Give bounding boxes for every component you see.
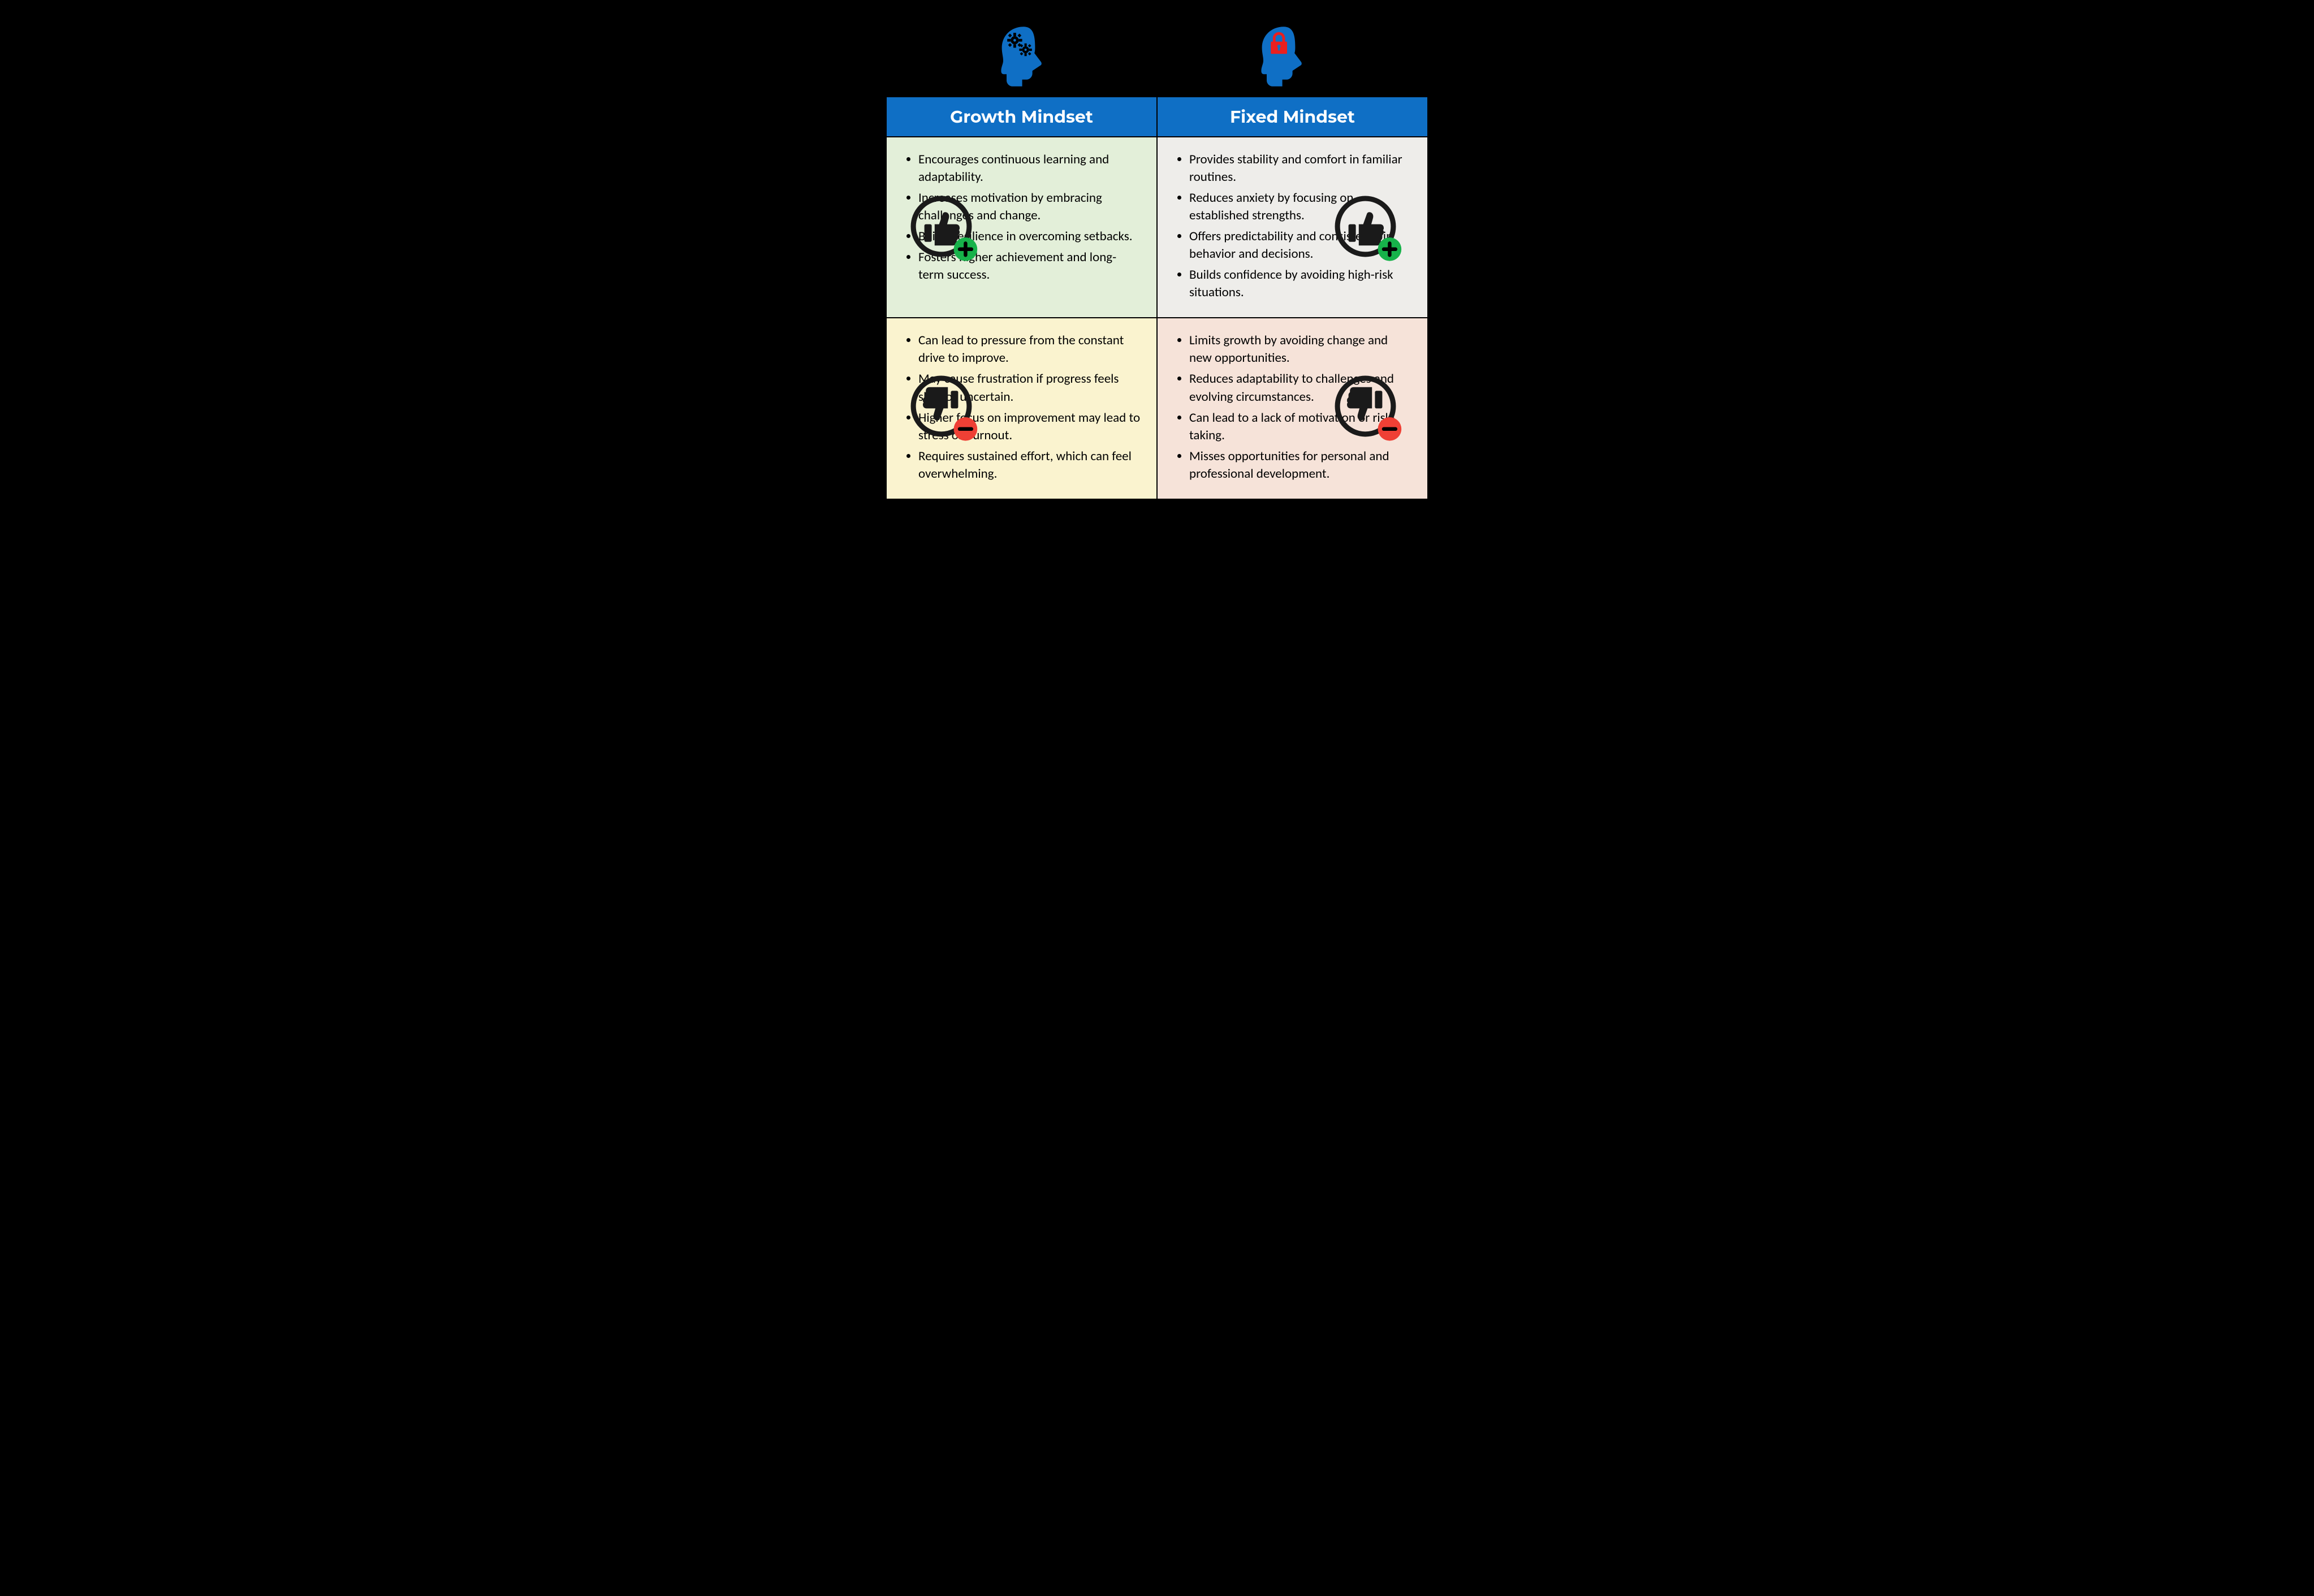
- growth-header: Growth Mindset: [886, 97, 1157, 137]
- pros-row: Encourages continuous learning and adapt…: [886, 137, 1428, 318]
- list-item: Increases motivation by embracing challe…: [918, 189, 1141, 224]
- head-gears-icon: [993, 23, 1061, 90]
- column-head-icons-row: [733, 23, 1581, 90]
- table-wrapper: Growth Mindset Fixed Mindset Encourages …: [886, 96, 1428, 500]
- list-item: Offers predictability and consistency in…: [1189, 228, 1411, 263]
- growth-pros-list: Encourages continuous learning and adapt…: [903, 151, 1141, 284]
- list-item: Reduces adaptability to challenges and e…: [1189, 370, 1411, 405]
- cons-row: Can lead to pressure from the constant d…: [886, 318, 1428, 499]
- fixed-head-icon: [1253, 23, 1321, 90]
- list-item: Builds confidence by avoiding high-risk …: [1189, 266, 1411, 301]
- fixed-pros-list: Provides stability and comfort in famili…: [1173, 151, 1411, 301]
- list-item: Fosters higher achievement and long-term…: [918, 249, 1141, 284]
- list-item: Higher focus on improvement may lead to …: [918, 409, 1141, 444]
- fixed-cons-cell: Limits growth by avoiding change and new…: [1157, 318, 1428, 499]
- list-item: Builds resilience in overcoming setbacks…: [918, 228, 1141, 245]
- growth-pros-cell: Encourages continuous learning and adapt…: [886, 137, 1157, 318]
- mindset-table: Growth Mindset Fixed Mindset Encourages …: [886, 96, 1428, 500]
- fixed-cons-list: Limits growth by avoiding change and new…: [1173, 332, 1411, 482]
- head-lock-icon: [1253, 23, 1321, 90]
- infographic-canvas: Growth Mindset Fixed Mindset Encourages …: [733, 0, 1581, 534]
- growth-cons-cell: Can lead to pressure from the constant d…: [886, 318, 1157, 499]
- list-item: Reduces anxiety by focusing on establish…: [1189, 189, 1411, 224]
- list-item: Provides stability and comfort in famili…: [1189, 151, 1411, 186]
- header-row: Growth Mindset Fixed Mindset: [886, 97, 1428, 137]
- growth-cons-list: Can lead to pressure from the constant d…: [903, 332, 1141, 482]
- list-item: Misses opportunities for personal and pr…: [1189, 448, 1411, 483]
- list-item: Requires sustained effort, which can fee…: [918, 448, 1141, 483]
- list-item: Encourages continuous learning and adapt…: [918, 151, 1141, 186]
- fixed-pros-cell: Provides stability and comfort in famili…: [1157, 137, 1428, 318]
- list-item: Can lead to pressure from the constant d…: [918, 332, 1141, 367]
- list-item: Limits growth by avoiding change and new…: [1189, 332, 1411, 367]
- list-item: Can lead to a lack of motivation or risk…: [1189, 409, 1411, 444]
- growth-head-icon: [993, 23, 1061, 90]
- fixed-header: Fixed Mindset: [1157, 97, 1428, 137]
- list-item: May cause frustration if progress feels …: [918, 370, 1141, 405]
